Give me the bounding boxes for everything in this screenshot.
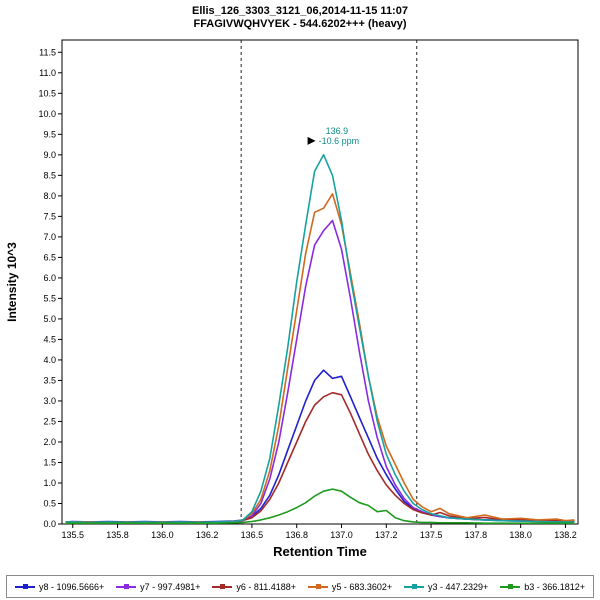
y-tick-label: 9.0	[43, 150, 56, 160]
x-tick-label: 135.8	[106, 530, 129, 540]
chart-title: Ellis_126_3303_3121_06,2014-11-15 11:07	[192, 5, 408, 17]
trace-b3[interactable]	[65, 488, 575, 524]
y-tick-label: 9.5	[43, 129, 56, 139]
legend-item-y8: y8 - 1096.5666+	[15, 582, 104, 592]
y-tick-label: 11.5	[39, 47, 56, 57]
peak-arrow-icon	[307, 136, 316, 145]
legend-item-y5: y5 - 683.3602+	[307, 581, 393, 592]
legend-item-b3: b3 - 366.1812+	[500, 582, 585, 592]
x-axis: 135.5 135.8 136.0 136.2 136.5 136.8 137.0 137.2…	[61, 524, 577, 540]
x-tick-label: 138.2	[554, 530, 577, 540]
x-tick-label: 135.5	[61, 530, 84, 540]
y-axis-label: Intensity 10^3	[5, 242, 19, 322]
y-tick-label: 11.0	[39, 68, 56, 78]
legend-swatch-icon	[307, 583, 328, 590]
y-tick-label: 5.0	[43, 314, 56, 324]
x-tick-label: 136.2	[196, 530, 219, 540]
y-tick-label: 10.5	[38, 88, 56, 98]
chromatogram-plot: 0.0 0.5 1.0 1.5 2.0 2.5 3.0 3.5 4.0 4.5 5.0 5.5 6.0 6…	[5, 39, 579, 559]
legend-label: y7 - 997.4981+	[140, 581, 201, 592]
y-tick-label: 3.0	[43, 396, 56, 406]
annotation-ppm: -10.6 ppm	[319, 136, 360, 146]
legend-swatch-icon	[500, 583, 521, 590]
legend-label: y5 - 683.3602+	[331, 581, 393, 592]
legend-swatch-icon	[404, 583, 425, 590]
legend-label: y8 - 1096.5666+	[39, 581, 105, 592]
y-tick-label: 0.0	[43, 519, 56, 529]
y-tick-label: 1.5	[43, 457, 56, 467]
x-tick-label: 136.0	[151, 530, 174, 540]
x-tick-label: 138.0	[509, 530, 532, 540]
x-tick-label: 136.5	[241, 530, 264, 540]
y-tick-label: 1.0	[43, 478, 56, 488]
peak-annotation: 136.9-10.6 ppm	[307, 126, 360, 146]
chart-subtitle: FFAGIVWQHVYEK - 544.6202+++ (heavy)	[193, 18, 407, 30]
legend-item-y3: y3 - 447.2329+	[404, 582, 488, 592]
annotation-rt: 136.9	[326, 126, 349, 136]
y-tick-label: 2.5	[43, 416, 56, 426]
x-tick-label: 137.2	[375, 530, 398, 540]
y-tick-label: 10.0	[38, 109, 56, 119]
y-tick-label: 2.0	[43, 437, 56, 447]
y-axis: 0.0 0.5 1.0 1.5 2.0 2.5 3.0 3.5 4.0 4.5 5.0 5.5 6.0 6…	[38, 47, 62, 529]
x-tick-label: 137.5	[420, 530, 443, 540]
chart-header: Ellis_126_3303_3121_06,2014-11-15 11:07 …	[0, 0, 600, 32]
legend-item-y7: y7 - 997.4981+	[116, 582, 200, 592]
y-tick-label: 5.5	[43, 293, 56, 303]
y-tick-label: 8.0	[43, 191, 56, 201]
plot-frame	[61, 39, 579, 525]
legend-swatch-icon	[116, 583, 137, 590]
legend-item-y6: y6 - 811.4188+	[212, 582, 296, 592]
legend-label: y6 - 811.4188+	[236, 581, 296, 592]
y-tick-label: 8.5	[43, 170, 56, 180]
legend-swatch-icon	[212, 583, 233, 590]
y-tick-label: 3.5	[43, 375, 56, 385]
y-tick-label: 6.0	[43, 273, 56, 283]
x-tick-label: 137.0	[330, 530, 353, 540]
chart-legend: y8 - 1096.5666+ y7 - 997.4981+ y6 - 811.41…	[6, 575, 594, 598]
y-tick-label: 7.0	[43, 232, 56, 242]
y-tick-label: 6.5	[43, 252, 56, 262]
x-tick-label: 136.8	[285, 530, 308, 540]
y-tick-label: 4.5	[43, 334, 56, 344]
legend-swatch-icon	[15, 583, 35, 590]
y-tick-label: 0.5	[43, 498, 56, 508]
x-axis-label: Retention Time	[273, 544, 367, 559]
x-tick-label: 137.8	[465, 530, 488, 540]
y-tick-label: 7.5	[43, 211, 56, 221]
y-tick-label: 4.0	[43, 355, 56, 365]
traces	[65, 154, 575, 524]
legend-label: b3 - 366.1812+	[524, 581, 585, 592]
trace-y3[interactable]	[65, 154, 575, 524]
legend-label: y3 - 447.2329+	[428, 581, 489, 592]
